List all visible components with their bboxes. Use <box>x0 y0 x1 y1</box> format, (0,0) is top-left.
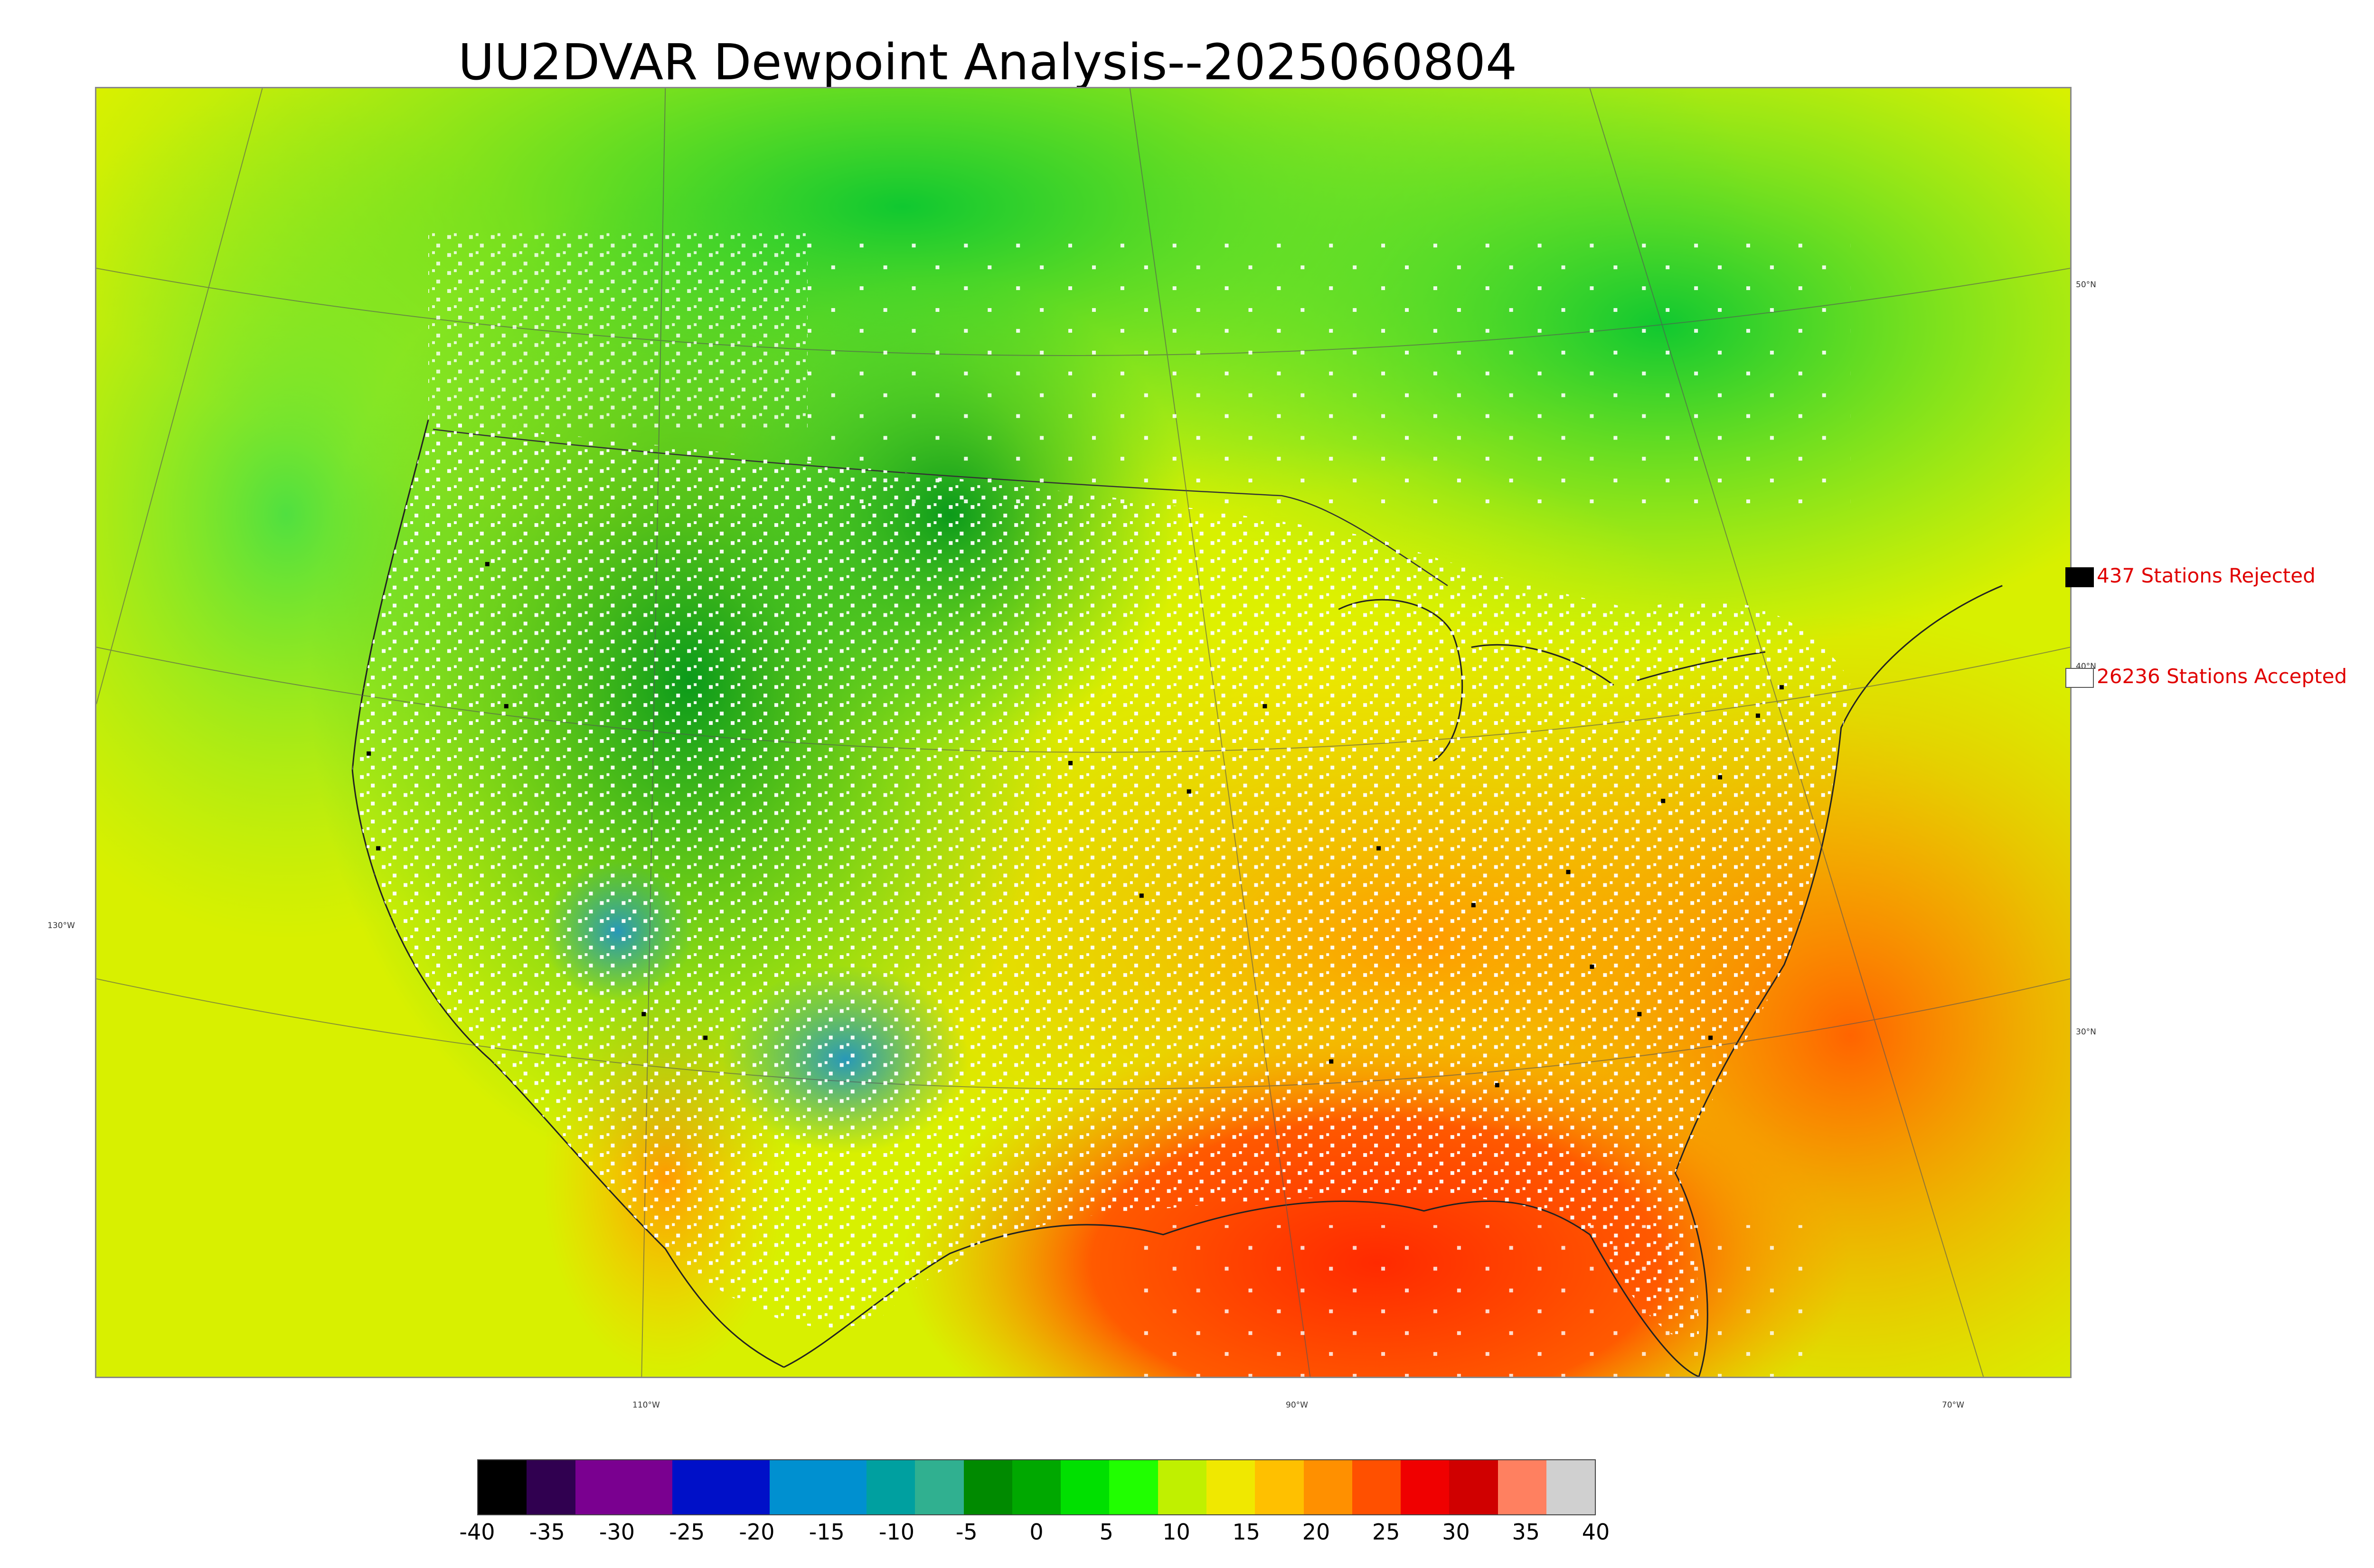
map-title: UU2DVAR Dewpoint Analysis--2025060804 <box>458 33 1517 91</box>
colorbar-segment <box>527 1460 575 1514</box>
colorbar-tick-label: -20 <box>739 1519 775 1545</box>
colorbar-tick-label: 0 <box>1029 1519 1044 1545</box>
colorbar-ticks: -40 -35 -30 -25 -20 -15 -10 -5 0 5 10 15 20 25 30 35 40 <box>459 1519 1610 1548</box>
colorbar-segment <box>1401 1460 1450 1514</box>
colorbar-tick-label: 20 <box>1302 1519 1330 1545</box>
colorbar-segment <box>1303 1460 1352 1514</box>
colorbar <box>477 1459 1596 1515</box>
colorbar-segment <box>769 1460 818 1514</box>
lat-label-30: 30°N <box>2076 1027 2096 1037</box>
colorbar-segment <box>575 1460 624 1514</box>
colorbar-segment <box>1206 1460 1255 1514</box>
colorbar-tick-label: 15 <box>1232 1519 1261 1545</box>
colorbar-segment <box>1498 1460 1546 1514</box>
legend-accepted-entry: 26236 Stations Accepted <box>2065 665 2347 688</box>
colorbar-segment <box>915 1460 964 1514</box>
colorbar-tick-label: -10 <box>878 1519 915 1545</box>
legend-rejected-label: 437 Stations Rejected <box>2097 564 2316 587</box>
colorbar-tick-label: 40 <box>1582 1519 1610 1545</box>
colorbar-segment <box>1158 1460 1206 1514</box>
colorbar-segment <box>721 1460 770 1514</box>
accepted-station-markers <box>352 230 1851 1377</box>
colorbar-segment <box>1449 1460 1498 1514</box>
colorbar-tick-label: -30 <box>599 1519 635 1545</box>
colorbar-segment <box>1109 1460 1158 1514</box>
colorbar-segment <box>672 1460 721 1514</box>
rejected-station-markers <box>367 562 1784 1088</box>
legend-accepted-label: 26236 Stations Accepted <box>2097 665 2347 688</box>
colorbar-tick-label: 5 <box>1099 1519 1113 1545</box>
colorbar-segment <box>1012 1460 1061 1514</box>
rejected-swatch <box>2065 567 2094 587</box>
lon-label-90: 90°W <box>1286 1400 1308 1410</box>
colorbar-segment <box>1546 1460 1595 1514</box>
colorbar-tick-label: -15 <box>809 1519 845 1545</box>
colorbar-segment <box>1061 1460 1110 1514</box>
lat-label-50: 50°N <box>2076 280 2096 290</box>
colorbar-segment <box>623 1460 673 1514</box>
colorbar-tick-label: -25 <box>669 1519 705 1545</box>
colorbar-tick-label: 35 <box>1512 1519 1540 1545</box>
map-panel[interactable] <box>95 87 2072 1378</box>
colorbar-segment <box>818 1460 867 1514</box>
colorbar-tick-label: 10 <box>1162 1519 1190 1545</box>
colorbar-tick-label: 25 <box>1372 1519 1400 1545</box>
colorbar-segment <box>867 1460 915 1514</box>
accepted-swatch <box>2065 667 2094 688</box>
colorbar-tick-label: -35 <box>529 1519 565 1545</box>
lon-label-130: 130°W <box>47 921 75 930</box>
colorbar-segment <box>1352 1460 1401 1514</box>
colorbar-segment <box>963 1460 1012 1514</box>
legend-rejected-entry: 437 Stations Rejected <box>2065 564 2316 587</box>
lon-label-110: 110°W <box>632 1400 660 1410</box>
colorbar-tick-label: -40 <box>459 1519 495 1545</box>
colorbar-segment <box>478 1460 527 1514</box>
dewpoint-field-map[interactable] <box>96 88 2070 1377</box>
colorbar-tick-label: 30 <box>1442 1519 1470 1545</box>
colorbar-tick-label: -5 <box>955 1519 978 1545</box>
lon-label-70: 70°W <box>1942 1400 1964 1410</box>
colorbar-segment <box>1255 1460 1304 1514</box>
